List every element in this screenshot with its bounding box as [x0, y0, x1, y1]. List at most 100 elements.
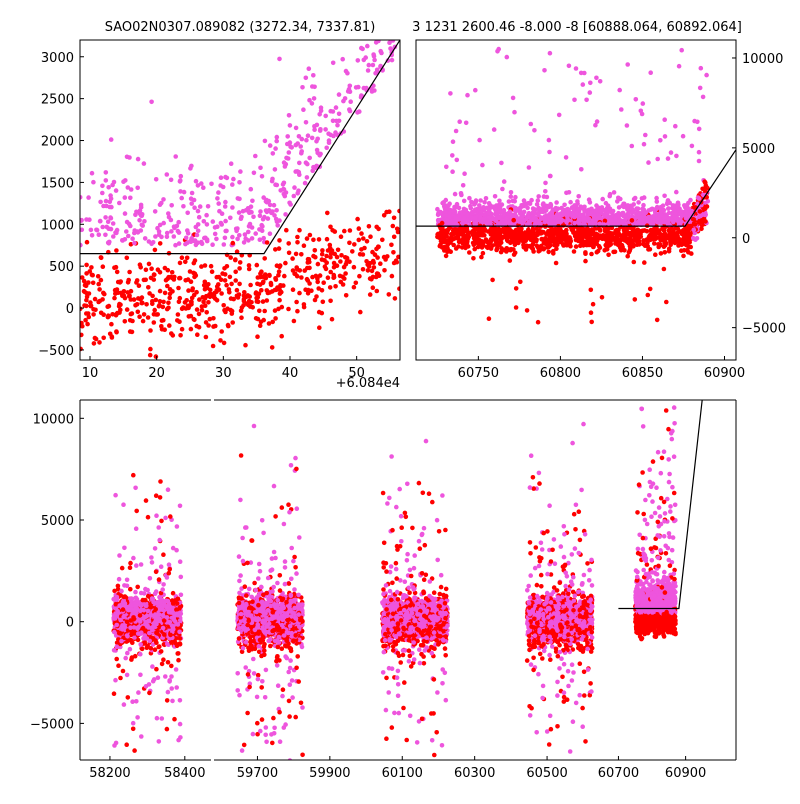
data-point	[80, 275, 85, 280]
data-point	[84, 304, 89, 309]
data-point	[465, 233, 470, 238]
bottom-segment-points	[111, 381, 183, 800]
data-point	[194, 243, 199, 248]
data-point	[286, 156, 291, 161]
data-point	[291, 268, 296, 273]
data-point	[464, 208, 469, 213]
data-point	[124, 742, 129, 747]
data-point	[315, 151, 320, 156]
x-tick-label: 40	[282, 366, 299, 381]
data-point	[104, 170, 109, 175]
data-point	[285, 134, 290, 139]
data-point	[648, 220, 653, 225]
data-point	[277, 246, 282, 251]
data-point	[548, 236, 553, 241]
data-point	[344, 293, 349, 298]
data-point	[177, 300, 182, 305]
data-point	[167, 296, 172, 301]
data-point	[183, 300, 188, 305]
data-point	[390, 18, 395, 23]
data-point	[472, 222, 477, 227]
data-point	[397, 286, 402, 291]
data-point	[698, 86, 703, 91]
data-point	[165, 235, 170, 240]
data-point	[307, 257, 312, 262]
data-point	[315, 276, 320, 281]
data-point	[482, 233, 487, 238]
data-point	[642, 142, 647, 147]
data-point	[604, 201, 609, 206]
data-point	[292, 194, 297, 199]
data-point	[176, 312, 181, 317]
data-point	[247, 294, 252, 299]
data-point	[280, 305, 285, 310]
data-point	[499, 161, 504, 166]
data-point	[394, 3, 399, 8]
data-point	[360, 47, 365, 52]
data-point	[347, 241, 352, 246]
data-point	[377, 2, 382, 7]
data-point	[635, 232, 640, 237]
data-point	[543, 220, 548, 225]
data-point	[324, 260, 329, 265]
data-point	[148, 328, 153, 333]
data-point	[362, 10, 367, 15]
data-point	[313, 255, 318, 260]
data-point	[528, 201, 533, 206]
data-point	[490, 228, 495, 233]
data-point	[84, 298, 89, 303]
data-point	[272, 203, 277, 208]
data-point	[679, 219, 684, 224]
data-point	[347, 107, 352, 112]
data-point	[153, 647, 158, 652]
data-point	[570, 211, 575, 216]
data-point	[218, 338, 223, 343]
data-point	[547, 150, 552, 155]
data-point	[317, 112, 322, 117]
data-point	[328, 243, 333, 248]
data-point	[179, 174, 184, 179]
data-point	[579, 167, 584, 172]
data-point	[161, 318, 166, 323]
data-point	[156, 525, 161, 530]
data-point	[681, 134, 686, 139]
data-point	[294, 252, 299, 257]
data-point	[178, 333, 183, 338]
data-point	[273, 146, 278, 151]
data-point	[84, 263, 89, 268]
data-point	[325, 237, 330, 242]
data-point	[93, 308, 98, 313]
data-point	[648, 70, 653, 75]
data-point	[477, 138, 482, 143]
data-point	[137, 314, 142, 319]
data-point	[123, 211, 128, 216]
data-point	[341, 99, 346, 104]
data-point	[611, 250, 616, 255]
data-point	[223, 219, 228, 224]
data-point	[103, 233, 108, 238]
data-point	[697, 214, 702, 219]
data-point	[100, 184, 105, 189]
data-point	[294, 300, 299, 305]
data-point	[325, 211, 330, 216]
data-point	[674, 154, 679, 159]
data-point	[572, 221, 577, 226]
data-point	[564, 155, 569, 160]
data-point	[391, 224, 396, 229]
data-point	[658, 138, 663, 143]
data-point	[211, 344, 216, 349]
data-point	[228, 275, 233, 280]
data-point	[440, 221, 445, 226]
data-point	[472, 243, 477, 248]
data-point	[105, 304, 110, 309]
data-point	[457, 119, 462, 124]
data-point	[333, 284, 338, 289]
data-point	[178, 504, 183, 509]
data-point	[531, 209, 536, 214]
y-tick-label: 2000	[41, 135, 74, 150]
data-point	[478, 198, 483, 203]
data-point	[210, 242, 215, 247]
data-point	[579, 227, 584, 232]
data-point	[676, 239, 681, 244]
